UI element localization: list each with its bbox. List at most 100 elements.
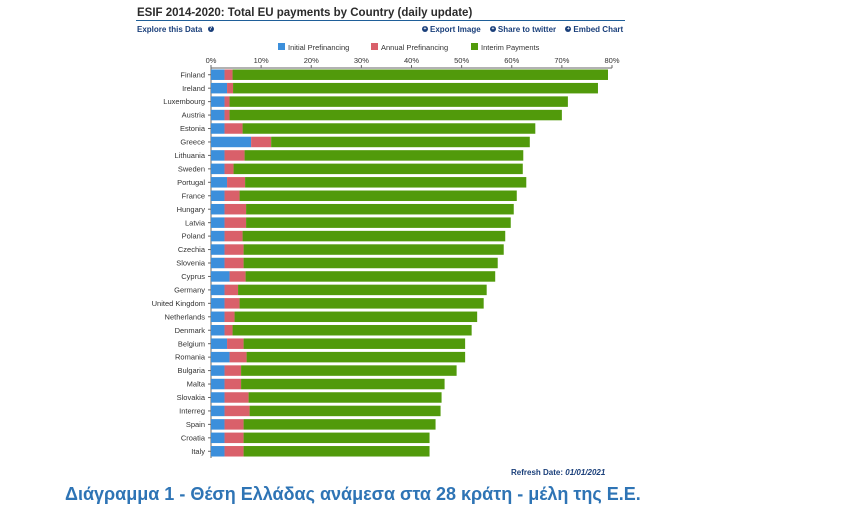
share-icon: + [489,26,496,33]
chart-toolbar: + Export Image + Share to twitter + Embed C… [419,25,627,34]
bar-segment-interim [233,82,598,94]
bar-segment-initial [211,365,225,376]
y-tick-label: Malta [187,380,206,389]
y-tick-label: Portugal [177,178,205,187]
export-icon: + [422,26,428,33]
bar-segment-annual [251,136,272,148]
legend-swatch [278,43,285,50]
bar-segment-interim [233,163,523,175]
bar-segment-interim [229,109,562,121]
y-tick-label: Netherlands [165,312,206,321]
y-tick-label: Slovakia [177,393,206,402]
chart-title: ESIF 2014-2020: Total EU payments by Cou… [137,7,473,19]
bar-segment-annual [224,123,243,134]
bar-segment-annual [224,365,242,376]
bar-segment-interim [249,405,441,417]
bar-segment-annual [224,392,249,403]
bar-segment-annual [227,82,234,94]
bar-segment-interim [239,190,517,202]
y-tick-label: Interreg [179,407,205,416]
bar-segment-initial [211,244,225,255]
bar-segment-interim [245,177,527,188]
bar-segment-initial [211,284,225,296]
bar-segment-interim [241,365,457,376]
bar-segment-annual [224,311,235,323]
share-twitter-link[interactable]: + Share to twitter [487,25,558,34]
y-tick-label: Estonia [180,124,206,133]
explore-data-link[interactable]: Explore this Data ? [137,25,216,34]
bar-segment-interim [243,257,498,269]
bar-segment-interim [244,150,524,161]
bar-segment-annual [224,109,230,121]
bar-segment-initial [211,150,225,161]
bar-segment-interim [238,284,487,296]
explore-label: Explore this Data [137,25,203,34]
y-tick-label: Poland [182,232,205,241]
refresh-label: Refresh Date: [511,468,564,477]
bar-segment-initial [211,378,225,390]
bar-segment-annual [224,419,244,430]
bar-segment-initial [211,82,228,94]
bar-segment-interim [271,136,530,148]
y-tick-label: Belgium [178,339,205,348]
x-tick-label: 40% [404,56,419,65]
bar-segment-initial [211,190,225,202]
legend-label: Interim Payments [481,43,540,52]
y-tick-label: Cyprus [181,272,205,281]
embed-label: Embed Chart [573,25,624,34]
bar-segment-interim [242,123,536,134]
bar-segment-annual [227,177,246,188]
legend-swatch [471,43,478,50]
bar-segment-annual [224,163,234,175]
x-tick-label: 80% [604,56,619,65]
help-icon: ? [207,26,214,33]
bar-segment-annual [224,190,240,202]
bar-segment-initial [211,311,225,323]
bar-segment-initial [211,392,225,403]
bar-segment-initial [211,69,225,80]
bar-segment-initial [211,96,225,107]
bar-segment-initial [211,298,225,309]
y-tick-label: Finland [180,70,205,79]
x-tick-label: 70% [554,56,569,65]
bar-segment-interim [229,96,568,107]
bar-segment-annual [224,230,243,242]
bar-segment-annual [224,217,247,228]
bar-segment-interim [245,271,496,282]
bar-segment-interim [248,392,442,403]
export-image-link[interactable]: + Export Image [419,25,483,34]
bar-segment-initial [211,271,230,282]
bar-segment-interim [243,419,436,430]
bar-segment-interim [242,230,506,242]
x-tick-label: 20% [304,56,319,65]
x-tick-label: 50% [454,56,469,65]
refresh-date-value: 01/01/2021 [565,468,606,477]
y-tick-label: United Kingdom [152,299,205,308]
bar-segment-annual [227,338,244,349]
y-tick-label: Bulgaria [177,366,205,375]
x-tick-label: 60% [504,56,519,65]
y-tick-label: Denmark [175,326,206,335]
y-tick-label: Luxembourg [163,97,205,106]
bar-segment-annual [224,432,244,444]
bar-segment-annual [224,405,250,417]
bar-segment-annual [224,284,239,296]
figure-caption: Διάγραμμα 1 - Θέση Ελλάδας ανάμεσα στα 2… [65,484,641,504]
bar-segment-initial [211,203,225,215]
bar-segment-initial [211,432,225,444]
bar-segment-annual [229,351,247,363]
y-tick-label: Austria [182,111,206,120]
y-tick-label: Croatia [181,433,206,442]
bar-segment-interim [241,378,445,390]
y-tick-label: Sweden [178,164,205,173]
y-tick-label: Germany [174,285,205,294]
bar-segment-initial [211,324,225,336]
bar-segment-initial [211,405,225,417]
export-label: Export Image [430,25,481,34]
bar-segment-interim [243,338,466,349]
bar-segment-interim [243,446,430,457]
bar-segment-annual [224,244,244,255]
embed-chart-link[interactable]: + Embed Chart [562,25,623,34]
bar-segment-interim [243,432,430,444]
bar-segment-initial [211,446,225,457]
